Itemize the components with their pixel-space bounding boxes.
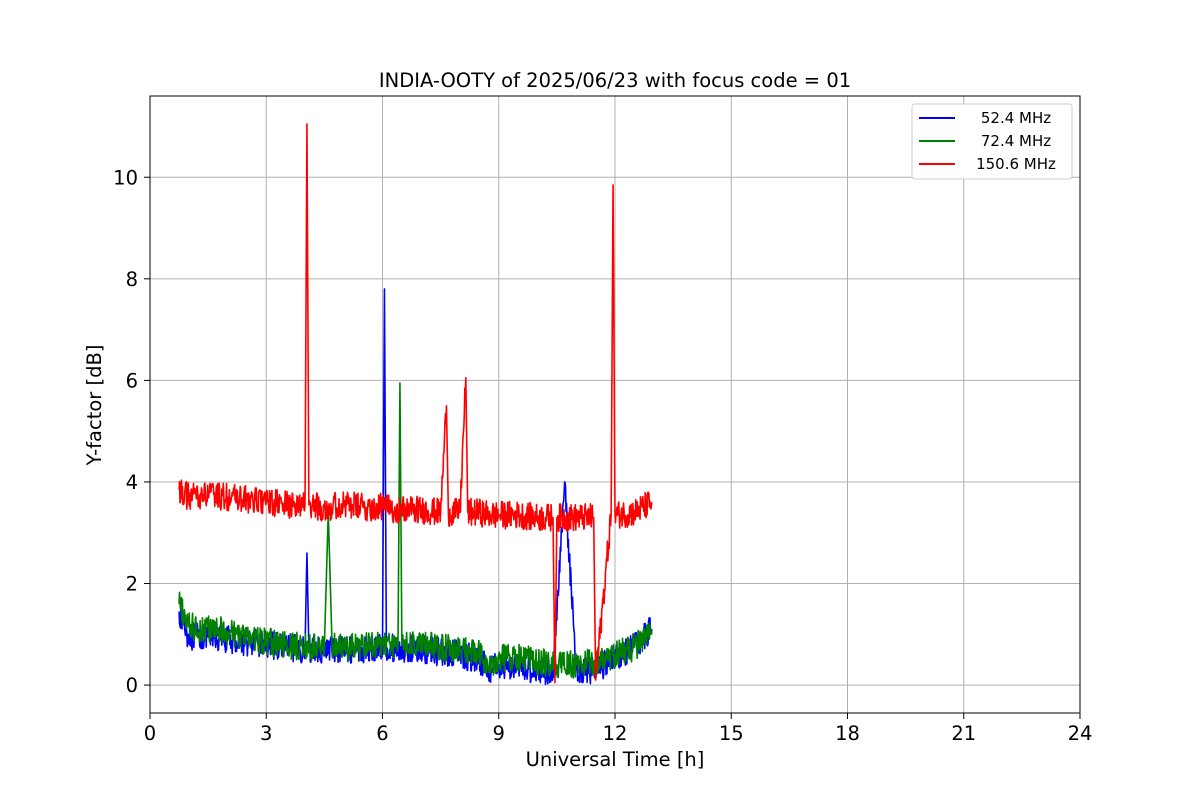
x-tick-label: 9 — [493, 722, 505, 745]
x-tick-label: 3 — [260, 722, 272, 745]
y-tick-label: 0 — [126, 674, 138, 697]
legend-label: 52.4 MHz — [981, 109, 1051, 127]
chart-title: INDIA-OOTY of 2025/06/23 with focus code… — [379, 69, 851, 92]
x-tick-label: 0 — [144, 722, 156, 745]
series-lines — [178, 123, 653, 686]
series-line — [178, 382, 653, 679]
y-tick-label: 2 — [126, 573, 138, 596]
series-line — [178, 123, 653, 684]
x-tick-label: 21 — [951, 722, 976, 745]
legend: 52.4 MHz 72.4 MHz 150.6 MHz — [911, 103, 1073, 180]
y-tick-label: 4 — [126, 471, 138, 494]
y-tick-label: 8 — [126, 268, 138, 291]
legend-label: 150.6 MHz — [976, 155, 1056, 173]
x-tick-label: 18 — [835, 722, 860, 745]
x-axis-label: Universal Time [h] — [526, 748, 705, 771]
y-tick-label: 6 — [126, 369, 138, 392]
x-tick-label: 12 — [603, 722, 628, 745]
x-tick-label: 24 — [1068, 722, 1093, 745]
y-tick-label: 10 — [113, 166, 138, 189]
y-axis-label: Y-factor [dB] — [83, 345, 106, 467]
legend-box — [911, 103, 1073, 180]
legend-label: 72.4 MHz — [981, 132, 1051, 150]
x-tick-label: 15 — [719, 722, 744, 745]
x-tick-label: 6 — [376, 722, 388, 745]
